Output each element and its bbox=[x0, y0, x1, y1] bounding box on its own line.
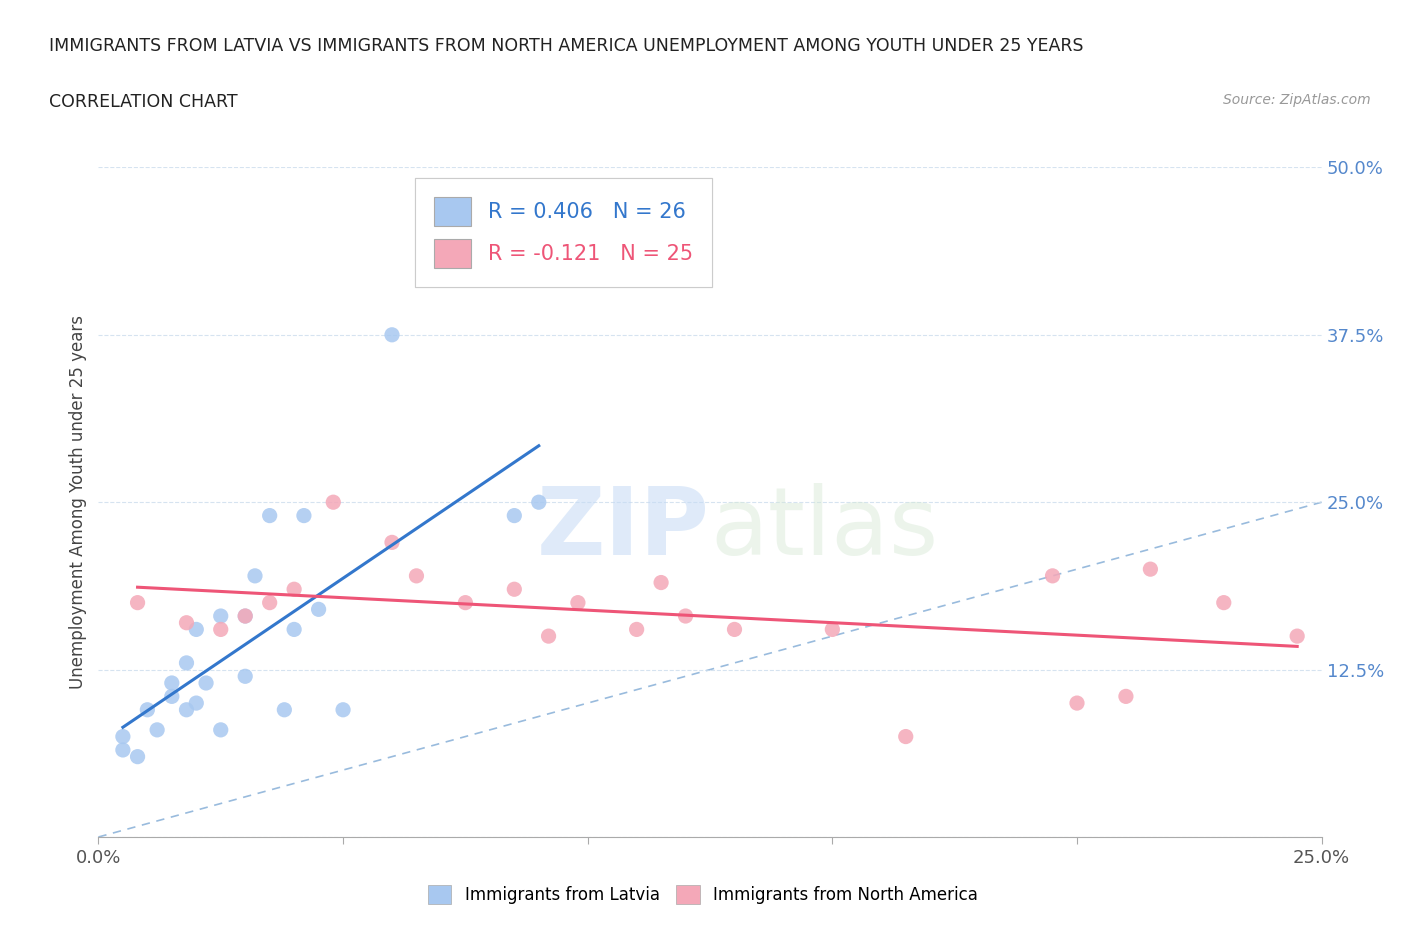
Y-axis label: Unemployment Among Youth under 25 years: Unemployment Among Youth under 25 years bbox=[69, 315, 87, 689]
Text: IMMIGRANTS FROM LATVIA VS IMMIGRANTS FROM NORTH AMERICA UNEMPLOYMENT AMONG YOUTH: IMMIGRANTS FROM LATVIA VS IMMIGRANTS FRO… bbox=[49, 37, 1084, 55]
Point bbox=[527, 495, 550, 510]
Text: ZIP: ZIP bbox=[537, 483, 710, 575]
Legend: R = 0.406   N = 26, R = -0.121   N = 25: R = 0.406 N = 26, R = -0.121 N = 25 bbox=[415, 178, 711, 286]
Point bbox=[111, 742, 134, 757]
Text: CORRELATION CHART: CORRELATION CHART bbox=[49, 93, 238, 111]
Point bbox=[1212, 595, 1234, 610]
Point bbox=[381, 535, 404, 550]
Point bbox=[111, 729, 134, 744]
Point bbox=[195, 675, 218, 690]
Point bbox=[127, 750, 149, 764]
Text: Source: ZipAtlas.com: Source: ZipAtlas.com bbox=[1223, 93, 1371, 107]
Point bbox=[176, 656, 198, 671]
Point bbox=[1115, 689, 1137, 704]
Point bbox=[146, 723, 169, 737]
Point bbox=[1042, 568, 1064, 583]
Point bbox=[332, 702, 354, 717]
Point bbox=[894, 729, 917, 744]
Point bbox=[176, 616, 198, 631]
Point bbox=[160, 689, 183, 704]
Point bbox=[209, 608, 232, 623]
Point bbox=[243, 568, 266, 583]
Point bbox=[136, 702, 159, 717]
Point bbox=[127, 595, 149, 610]
Point bbox=[405, 568, 427, 583]
Point bbox=[626, 622, 648, 637]
Point bbox=[675, 608, 697, 623]
Point bbox=[186, 696, 208, 711]
Point bbox=[650, 575, 672, 590]
Point bbox=[273, 702, 295, 717]
Point bbox=[259, 595, 281, 610]
Point bbox=[209, 723, 232, 737]
Point bbox=[454, 595, 477, 610]
Point bbox=[567, 595, 589, 610]
Point bbox=[233, 608, 256, 623]
Point bbox=[1286, 629, 1309, 644]
Point bbox=[259, 508, 281, 523]
Point bbox=[186, 622, 208, 637]
Point bbox=[176, 702, 198, 717]
Point bbox=[308, 602, 330, 617]
Point bbox=[503, 582, 526, 597]
Point bbox=[503, 508, 526, 523]
Point bbox=[233, 669, 256, 684]
Point bbox=[723, 622, 745, 637]
Point bbox=[537, 629, 560, 644]
Point bbox=[292, 508, 315, 523]
Point bbox=[283, 582, 305, 597]
Point bbox=[283, 622, 305, 637]
Legend: Immigrants from Latvia, Immigrants from North America: Immigrants from Latvia, Immigrants from … bbox=[420, 876, 986, 912]
Point bbox=[233, 608, 256, 623]
Point bbox=[209, 622, 232, 637]
Text: atlas: atlas bbox=[710, 483, 938, 575]
Point bbox=[381, 327, 404, 342]
Point bbox=[821, 622, 844, 637]
Point bbox=[322, 495, 344, 510]
Point bbox=[1139, 562, 1161, 577]
Point bbox=[1066, 696, 1088, 711]
Point bbox=[160, 675, 183, 690]
